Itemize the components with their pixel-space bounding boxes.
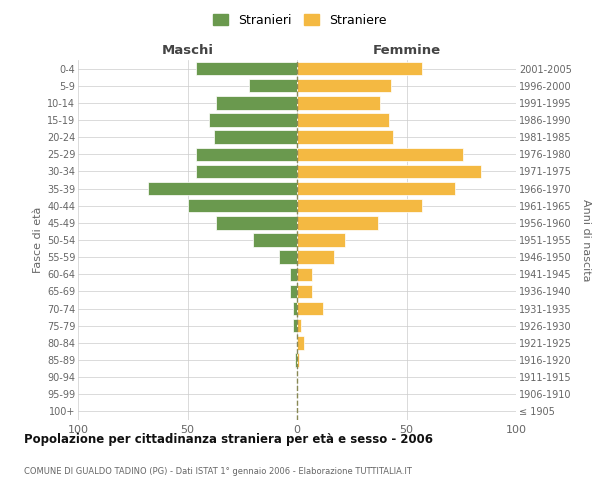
Bar	[249, 79, 297, 92]
Bar	[297, 130, 394, 144]
Bar	[297, 164, 481, 178]
Y-axis label: Fasce di età: Fasce di età	[32, 207, 43, 273]
Bar	[196, 62, 297, 76]
Y-axis label: Anni di nascita: Anni di nascita	[581, 198, 591, 281]
Bar	[297, 268, 313, 281]
Bar	[290, 284, 297, 298]
Bar	[297, 96, 380, 110]
Bar	[216, 216, 297, 230]
Bar	[196, 164, 297, 178]
Bar	[148, 182, 297, 196]
Bar	[297, 319, 301, 332]
Bar	[196, 148, 297, 161]
Legend: Stranieri, Straniere: Stranieri, Straniere	[208, 8, 392, 32]
Bar	[297, 182, 455, 196]
Bar	[297, 284, 313, 298]
Bar	[297, 148, 463, 161]
Bar	[297, 336, 304, 349]
Bar	[297, 250, 334, 264]
Bar	[216, 96, 297, 110]
Text: Femmine: Femmine	[373, 44, 440, 57]
Bar	[293, 319, 297, 332]
Bar	[187, 199, 297, 212]
Bar	[297, 216, 378, 230]
Text: Maschi: Maschi	[161, 44, 214, 57]
Bar	[295, 354, 297, 366]
Bar	[297, 199, 422, 212]
Text: Popolazione per cittadinanza straniera per età e sesso - 2006: Popolazione per cittadinanza straniera p…	[24, 432, 433, 446]
Bar	[297, 62, 422, 76]
Bar	[209, 114, 297, 126]
Bar	[280, 250, 297, 264]
Bar	[297, 114, 389, 126]
Bar	[297, 234, 345, 246]
Bar	[290, 268, 297, 281]
Bar	[253, 234, 297, 246]
Bar	[297, 302, 323, 316]
Bar	[293, 302, 297, 316]
Bar	[214, 130, 297, 144]
Bar	[297, 354, 299, 366]
Text: COMUNE DI GUALDO TADINO (PG) - Dati ISTAT 1° gennaio 2006 - Elaborazione TUTTITA: COMUNE DI GUALDO TADINO (PG) - Dati ISTA…	[24, 468, 412, 476]
Bar	[297, 79, 391, 92]
